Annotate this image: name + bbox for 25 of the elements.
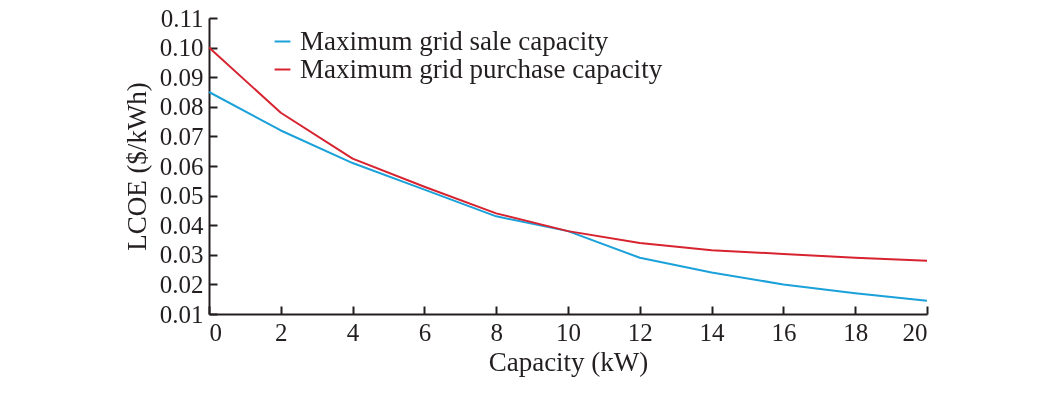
y-tick-label: 0.11 (160, 4, 204, 32)
x-tick-label: 4 (346, 318, 360, 346)
x-tick-label: 14 (699, 318, 726, 346)
x-tick-label: 10 (556, 318, 581, 346)
x-tick-label: 12 (627, 318, 653, 346)
x-tick-label: 16 (771, 318, 797, 346)
x-axis-title: Capacity (kW) (488, 346, 649, 377)
y-tick-label: 0.01 (159, 300, 204, 328)
line-series (208, 91, 928, 302)
y-axis-title: LCOE ($/kWh) (121, 82, 152, 251)
y-tick-label: 0.08 (159, 93, 204, 121)
y-tick-label: 0.06 (159, 152, 204, 180)
y-tick-label: 0.10 (159, 34, 204, 62)
x-tick-label: 2 (275, 318, 288, 346)
y-tick-label: 0.04 (159, 211, 204, 239)
x-tick-label: 20 (902, 318, 928, 346)
y-tick-label: 0.05 (159, 182, 204, 210)
y-tick-label: 0.07 (159, 122, 204, 150)
y-tick-label: 0.09 (159, 63, 204, 91)
x-tick-label: 8 (490, 318, 503, 346)
y-tick-label: 0.02 (159, 270, 204, 298)
x-tick-label: 18 (843, 318, 869, 346)
y-tick-label: 0.03 (159, 241, 204, 269)
x-tick-label: 0 (209, 318, 222, 346)
x-tick-label: 6 (418, 318, 432, 346)
